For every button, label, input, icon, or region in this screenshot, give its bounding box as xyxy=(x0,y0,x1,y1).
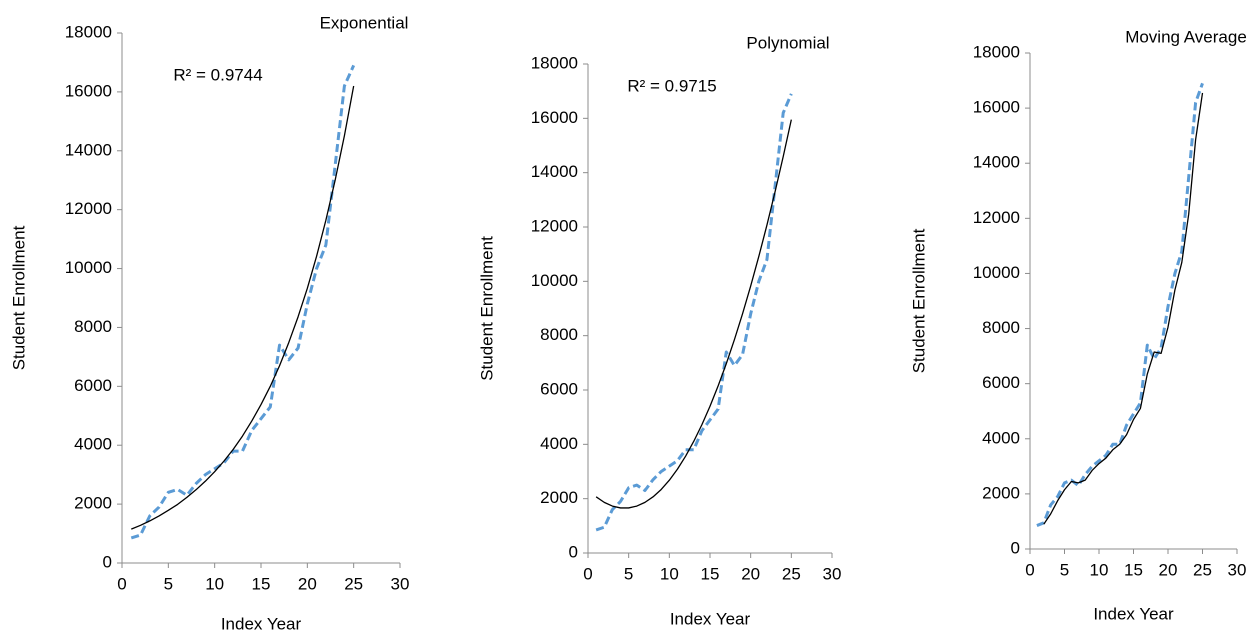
x-tick-label: 30 xyxy=(391,574,410,593)
x-tick-label: 15 xyxy=(1124,560,1143,579)
y-tick-label: 8000 xyxy=(74,317,112,336)
y-axis-title: Student Enrollment xyxy=(9,225,28,370)
y-tick-label: 6000 xyxy=(540,379,578,398)
trend-line xyxy=(595,119,792,509)
data-line xyxy=(1036,82,1204,527)
x-axis-title: Index Year xyxy=(670,609,751,628)
chart-title: Moving Average xyxy=(1125,27,1247,46)
x-tick-label: 20 xyxy=(1159,560,1178,579)
y-tick-label: 10000 xyxy=(973,263,1020,282)
y-tick-label: 16000 xyxy=(65,81,112,100)
y-tick-label: 12000 xyxy=(973,208,1020,227)
trend-line xyxy=(1043,92,1204,525)
x-tick-label: 10 xyxy=(660,564,679,583)
y-axis-title: Student Enrollment xyxy=(909,228,928,373)
x-tick-label: 0 xyxy=(583,564,592,583)
y-tick-label: 18000 xyxy=(973,42,1020,61)
y-tick-label: 8000 xyxy=(540,325,578,344)
y-tick-label: 18000 xyxy=(65,22,112,41)
y-tick-label: 8000 xyxy=(982,318,1020,337)
trend-line xyxy=(131,85,355,530)
y-tick-label: 4000 xyxy=(982,428,1020,447)
y-tick-label: 6000 xyxy=(982,373,1020,392)
y-tick-label: 2000 xyxy=(982,483,1020,502)
x-tick-label: 30 xyxy=(823,564,842,583)
y-tick-label: 12000 xyxy=(65,199,112,218)
y-tick-label: 10000 xyxy=(65,258,112,277)
data-line xyxy=(130,64,356,540)
y-tick-label: 10000 xyxy=(531,271,578,290)
y-tick-label: 16000 xyxy=(973,98,1020,117)
y-tick-label: 14000 xyxy=(973,153,1020,172)
y-tick-label: 2000 xyxy=(540,488,578,507)
x-tick-label: 20 xyxy=(298,574,317,593)
x-tick-label: 15 xyxy=(252,574,271,593)
x-tick-label: 10 xyxy=(205,574,224,593)
y-tick-label: 4000 xyxy=(540,434,578,453)
x-tick-label: 30 xyxy=(1228,560,1247,579)
x-tick-label: 25 xyxy=(782,564,801,583)
y-tick-label: 14000 xyxy=(65,140,112,159)
x-tick-label: 5 xyxy=(1060,560,1069,579)
y-axis-title: Student Enrollment xyxy=(477,236,496,381)
x-tick-label: 0 xyxy=(1025,560,1034,579)
x-tick-label: 15 xyxy=(701,564,720,583)
x-axis-title: Index Year xyxy=(1093,604,1174,623)
y-tick-label: 18000 xyxy=(531,53,578,72)
x-tick-label: 0 xyxy=(117,574,126,593)
x-tick-label: 25 xyxy=(1193,560,1212,579)
chart-title: Exponential xyxy=(320,13,409,32)
x-tick-label: 25 xyxy=(344,574,363,593)
y-tick-label: 14000 xyxy=(531,162,578,181)
y-tick-label: 2000 xyxy=(74,494,112,513)
y-tick-label: 6000 xyxy=(74,376,112,395)
r-squared: R² = 0.9715 xyxy=(627,76,716,95)
y-tick-label: 4000 xyxy=(74,435,112,454)
x-tick-label: 10 xyxy=(1090,560,1109,579)
y-tick-label: 12000 xyxy=(531,216,578,235)
x-tick-label: 5 xyxy=(164,574,173,593)
data-line xyxy=(595,93,793,532)
y-tick-label: 0 xyxy=(569,542,578,561)
r-squared: R² = 0.9744 xyxy=(173,65,262,84)
y-tick-label: 0 xyxy=(1011,538,1020,557)
y-tick-label: 0 xyxy=(103,552,112,571)
x-axis-title: Index Year xyxy=(221,614,302,633)
y-tick-label: 16000 xyxy=(531,108,578,127)
x-tick-label: 20 xyxy=(741,564,760,583)
chart-title: Polynomial xyxy=(746,33,829,52)
x-tick-label: 5 xyxy=(624,564,633,583)
